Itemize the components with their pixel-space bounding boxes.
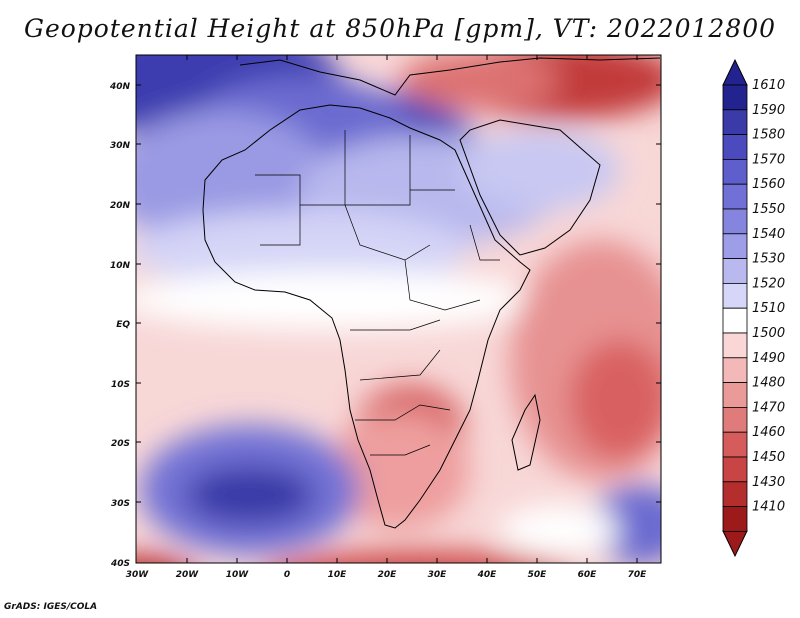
colorbar: 1610 1590 1580 1570 1560 1550 1540 1530 1520 1510… bbox=[722, 58, 785, 558]
colorbar-cell bbox=[722, 282, 748, 309]
lon-label: 10W bbox=[226, 570, 250, 580]
colorbar-label: 1530 bbox=[752, 252, 785, 267]
colorbar-label: 1490 bbox=[752, 351, 785, 366]
colorbar-label: 1470 bbox=[752, 400, 785, 415]
colorbar-label: 1570 bbox=[752, 152, 785, 167]
colorbar-cell bbox=[722, 506, 748, 532]
colorbar-label: 1430 bbox=[752, 475, 785, 490]
colorbar-cell bbox=[722, 258, 748, 284]
country-borders bbox=[255, 130, 500, 456]
colorbar-label: 1450 bbox=[752, 450, 785, 465]
colorbar-label: 1580 bbox=[752, 128, 785, 143]
colorbar-label: 1460 bbox=[752, 425, 785, 440]
map-frame bbox=[135, 54, 662, 564]
lon-label: 0 bbox=[284, 570, 290, 580]
colorbar-top-arrow bbox=[722, 58, 748, 86]
lat-label: 30N bbox=[110, 141, 131, 151]
colorbar-cell bbox=[722, 183, 748, 210]
lat-label: EQ bbox=[116, 320, 130, 330]
colorbar-cell bbox=[722, 332, 748, 359]
colorbar-label: 1540 bbox=[752, 227, 785, 242]
lat-axis: 40N 30N 20N 10N EQ 10S 20S 30S 40S bbox=[109, 82, 661, 569]
colorbar-label: 1610 bbox=[752, 78, 785, 93]
lat-label: 30S bbox=[111, 499, 130, 509]
lat-label: 40N bbox=[109, 82, 131, 92]
colorbar-label: 1560 bbox=[752, 177, 785, 192]
lon-label: 50E bbox=[528, 570, 548, 580]
colorbar-label: 1510 bbox=[752, 301, 785, 316]
colorbar-cell bbox=[722, 431, 748, 458]
colorbar-label: 1550 bbox=[752, 202, 785, 217]
colorbar-cell bbox=[722, 481, 748, 507]
colorbar-cell bbox=[722, 233, 748, 260]
colorbar-cell bbox=[722, 109, 748, 136]
colorbar-label: 1590 bbox=[752, 103, 785, 118]
lon-label: 10E bbox=[328, 570, 348, 580]
colorbar-label: 1520 bbox=[752, 276, 785, 291]
colorbar-cell bbox=[722, 307, 748, 334]
lon-label: 70E bbox=[628, 570, 648, 580]
colorbar-cell bbox=[722, 84, 748, 111]
colorbar-bottom-arrow bbox=[722, 530, 748, 558]
colorbar-label: 1410 bbox=[752, 500, 785, 515]
lon-axis: 30W 20W 10W 0 10E 20E 30E 40E 50E 60E 70… bbox=[126, 55, 647, 580]
lon-label: 40E bbox=[477, 570, 498, 580]
lat-label: 40S bbox=[110, 559, 130, 569]
colorbar-cell bbox=[722, 158, 748, 185]
lat-label: 10S bbox=[111, 380, 130, 390]
coastlines bbox=[202, 57, 661, 529]
lon-label: 30W bbox=[126, 570, 150, 580]
lon-label: 20E bbox=[378, 570, 398, 580]
colorbar-label: 1480 bbox=[752, 376, 785, 391]
height-field bbox=[136, 55, 661, 563]
lat-label: 20S bbox=[111, 439, 130, 449]
colorbar-label: 1500 bbox=[752, 326, 785, 341]
colorbar-cell bbox=[722, 406, 748, 433]
colorbar-cell bbox=[722, 134, 748, 160]
grads-credit: GrADS: IGES/COLA bbox=[4, 602, 98, 612]
lat-label: 20N bbox=[110, 201, 131, 211]
colorbar-cell bbox=[722, 456, 748, 483]
colorbar-cell bbox=[722, 382, 748, 408]
lat-label: 10N bbox=[110, 261, 131, 271]
lon-label: 20W bbox=[176, 570, 200, 580]
colorbar-cell bbox=[722, 357, 748, 383]
lon-label: 30E bbox=[428, 570, 448, 580]
lon-label: 60E bbox=[578, 570, 598, 580]
map-title: Geopotential Height at 850hPa [gpm], VT:… bbox=[23, 14, 777, 43]
colorbar-cell bbox=[722, 208, 748, 235]
